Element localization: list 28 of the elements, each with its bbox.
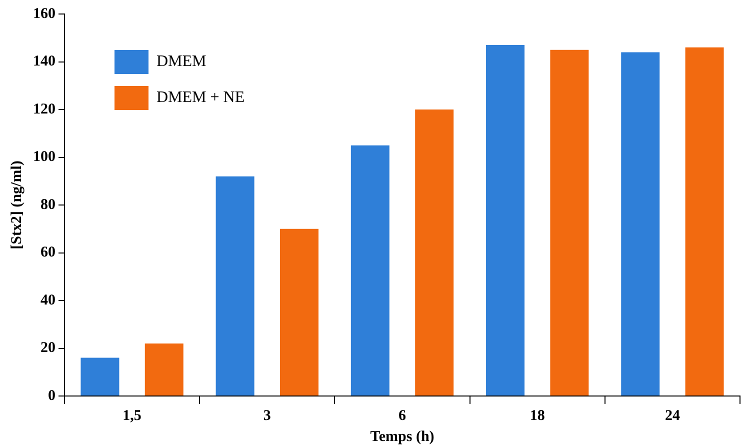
bar	[685, 47, 724, 396]
bar	[216, 176, 254, 396]
y-tick-label: 60	[40, 244, 56, 261]
x-tick-label: 1,5	[122, 408, 142, 424]
bar	[80, 358, 120, 396]
y-tick-label: 40	[40, 292, 56, 308]
x-tick-label: 3	[263, 408, 271, 424]
y-axis-title: [Stx2] (ng/ml)	[8, 160, 25, 250]
bar	[621, 52, 660, 396]
y-tick-label: 160	[33, 6, 56, 22]
x-axis-title: Temps (h)	[370, 428, 434, 445]
y-tick-label: 20	[40, 340, 56, 356]
bar	[280, 228, 318, 396]
y-tick-label: 120	[33, 101, 56, 118]
bar	[550, 50, 589, 396]
legend-label: DMEM	[156, 53, 206, 70]
x-tick-label: 18	[530, 408, 545, 424]
bar	[144, 343, 184, 396]
bar	[486, 45, 525, 396]
y-tick-label: 0	[48, 388, 56, 404]
bar	[350, 145, 390, 396]
x-tick-label: 24	[664, 408, 680, 424]
y-tick-label: 100	[33, 149, 56, 166]
y-tick-label: 80	[40, 196, 56, 213]
legend-label: DMEM + NE	[156, 89, 245, 106]
y-tick-label: 140	[33, 54, 56, 70]
bar	[415, 110, 454, 396]
x-tick-label: 6	[398, 408, 406, 424]
